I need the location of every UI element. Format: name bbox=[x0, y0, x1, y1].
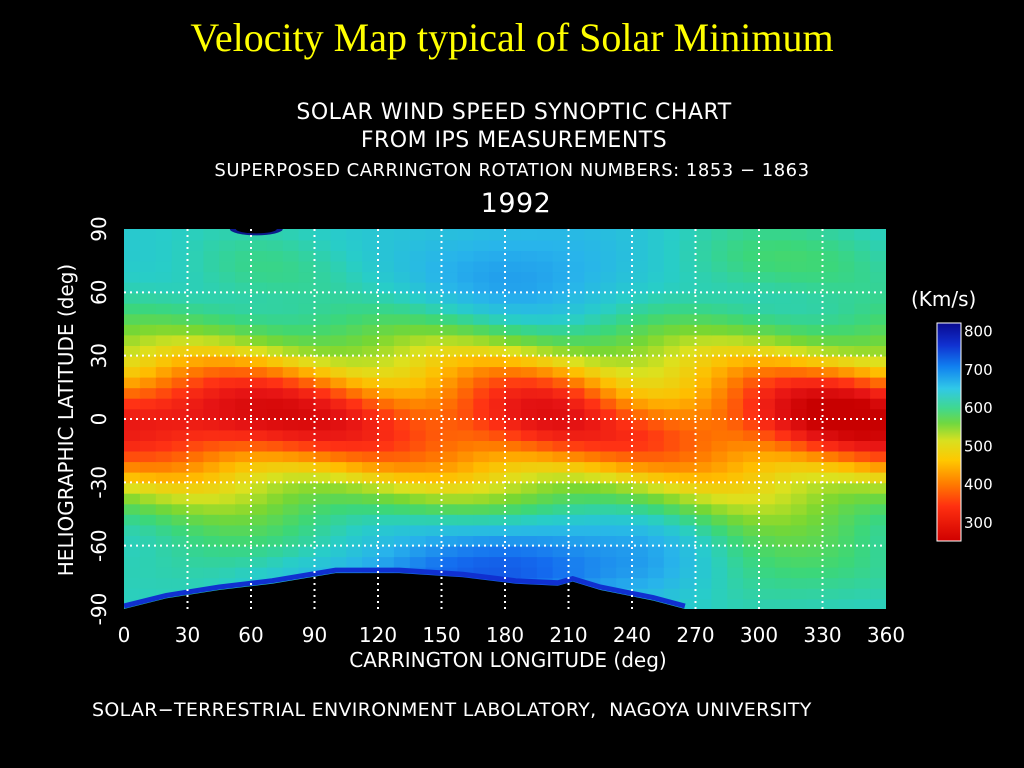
y-tick-label: -30 bbox=[87, 466, 111, 499]
y-tick-label: 30 bbox=[87, 343, 111, 368]
x-tick-label: 330 bbox=[803, 623, 841, 647]
x-tick-label: 360 bbox=[867, 623, 905, 647]
x-tick-label: 210 bbox=[549, 623, 587, 647]
slide-title: Velocity Map typical of Solar Minimum bbox=[190, 15, 834, 60]
y-tick-label: 60 bbox=[87, 280, 111, 305]
colorbar-tick-label: 500 bbox=[964, 437, 993, 455]
y-tick-label: 0 bbox=[87, 413, 111, 426]
y-tick-label: -60 bbox=[87, 529, 111, 562]
colorbar bbox=[936, 322, 962, 542]
colorbar-title: (Km/s) bbox=[911, 287, 977, 311]
x-tick-label: 240 bbox=[613, 623, 651, 647]
y-axis-label: HELIOGRAPHIC LATITUDE (deg) bbox=[54, 263, 78, 577]
x-tick-label: 60 bbox=[238, 623, 263, 647]
x-tick-label: 30 bbox=[175, 623, 200, 647]
x-tick-label: 300 bbox=[740, 623, 778, 647]
y-tick-label: 90 bbox=[87, 216, 111, 241]
x-tick-label: 150 bbox=[422, 623, 460, 647]
x-tick-label: 120 bbox=[359, 623, 397, 647]
chart-subtitle: SUPERPOSED CARRINGTON ROTATION NUMBERS: … bbox=[214, 160, 810, 181]
x-tick-label: 90 bbox=[302, 623, 327, 647]
x-tick-label: 180 bbox=[486, 623, 524, 647]
chart-title-line-1: SOLAR WIND SPEED SYNOPTIC CHART bbox=[296, 100, 732, 125]
x-tick-label: 270 bbox=[676, 623, 714, 647]
grid-lines bbox=[124, 229, 886, 609]
y-tick-label: -90 bbox=[87, 593, 111, 626]
no-data-north bbox=[235, 229, 277, 234]
colorbar-tick-label: 800 bbox=[964, 323, 993, 341]
colorbar-tick-label: 600 bbox=[964, 399, 993, 417]
x-axis-label: CARRINGTON LONGITUDE (deg) bbox=[349, 648, 667, 672]
chart-title-line-2: FROM IPS MEASUREMENTS bbox=[360, 128, 668, 153]
no-data-south bbox=[124, 573, 685, 609]
velocity-field bbox=[124, 229, 886, 609]
colorbar-tick-label: 300 bbox=[964, 514, 993, 532]
x-tick-label: 0 bbox=[118, 623, 131, 647]
colorbar-tick-label: 400 bbox=[964, 476, 993, 494]
colorbar-tick-label: 700 bbox=[964, 361, 993, 379]
chart-year: 1992 bbox=[480, 188, 552, 219]
no-data-fringe bbox=[124, 567, 686, 609]
credit-line: SOLAR−TERRESTRIAL ENVIRONMENT LABOLATORY… bbox=[92, 699, 812, 721]
